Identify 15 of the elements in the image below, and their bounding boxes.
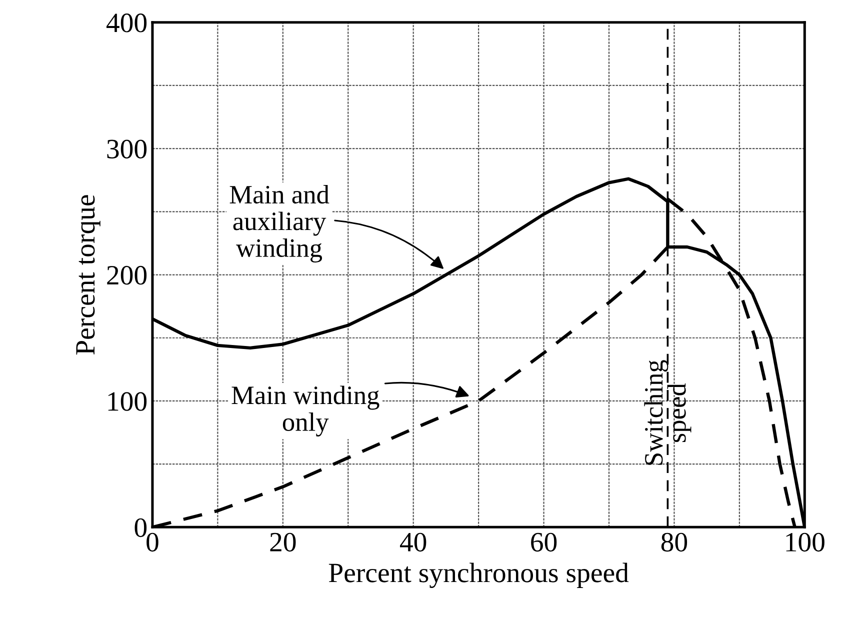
y-tick-label: 0 xyxy=(134,518,147,538)
y-tick-label: 400 xyxy=(106,14,147,32)
x-tick-label: 80 xyxy=(661,532,688,552)
x-tick-label: 60 xyxy=(531,532,557,552)
x-axis-title: Percent synchronous speed xyxy=(328,562,629,588)
annotation: Main winding only xyxy=(232,386,380,436)
x-tick-label: 40 xyxy=(400,532,426,552)
y-tick-label: 200 xyxy=(107,266,147,285)
annotation: Main and auxiliary winding xyxy=(230,185,330,262)
ref-line-label: Switching speed xyxy=(644,360,692,465)
y-tick-label: 100 xyxy=(108,392,147,411)
x-tick-label: 20 xyxy=(270,532,296,552)
x-tick-label: 100 xyxy=(786,532,824,552)
y-axis-title: Percent torque xyxy=(76,195,100,355)
y-tick-label: 300 xyxy=(107,140,147,158)
